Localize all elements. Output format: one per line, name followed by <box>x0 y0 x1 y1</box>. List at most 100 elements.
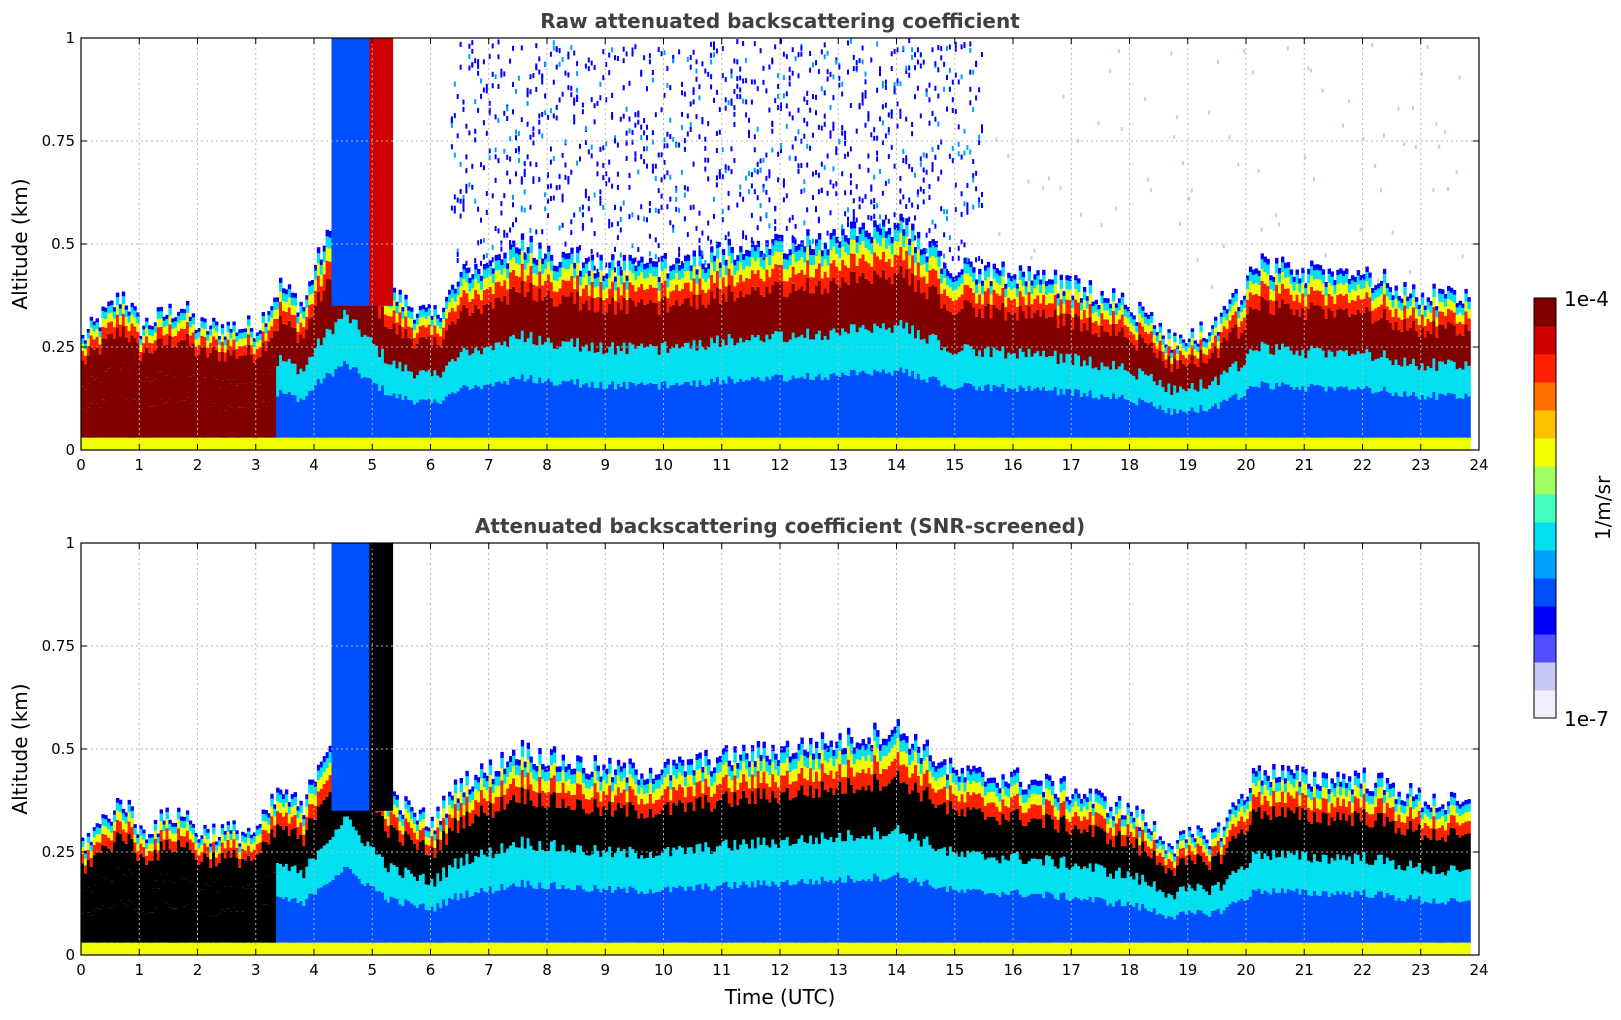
heatmap-cell <box>182 372 187 401</box>
noise-speckle <box>686 113 689 119</box>
heatmap-cell <box>503 341 507 381</box>
heatmap-cell <box>660 437 664 450</box>
heatmap-cell <box>319 345 324 384</box>
heatmap-cell <box>838 437 842 450</box>
heatmap-cell <box>526 379 530 438</box>
heatmap-cell <box>1240 333 1244 368</box>
heatmap-cell <box>1158 322 1162 327</box>
heatmap-cell <box>165 333 169 345</box>
heatmap-cell <box>194 333 198 340</box>
heatmap-cell <box>1015 358 1020 392</box>
noise-speckle <box>1307 66 1310 71</box>
noise-speckle <box>826 153 829 159</box>
heatmap-cell <box>832 437 836 450</box>
heatmap-cell <box>235 341 239 349</box>
noise-speckle <box>748 117 750 123</box>
heatmap-cell <box>191 437 196 450</box>
heatmap-cell <box>1350 313 1355 354</box>
heatmap-cell <box>433 325 437 337</box>
heatmap-cell <box>1167 329 1171 333</box>
heatmap-cell <box>823 437 828 450</box>
noise-speckle <box>669 85 672 91</box>
heatmap-cell <box>701 384 705 438</box>
heatmap-cell <box>1027 348 1031 386</box>
noise-speckle <box>908 216 911 222</box>
heatmap-cell <box>1298 283 1302 293</box>
noise-speckle <box>908 38 911 44</box>
noise-speckle <box>491 193 494 199</box>
heatmap-cell <box>683 298 688 343</box>
heatmap-cell <box>284 393 289 438</box>
heatmap-cell <box>1231 327 1235 364</box>
heatmap-cell <box>858 233 862 245</box>
heatmap-cell <box>657 290 662 302</box>
noise-speckle <box>570 92 573 98</box>
heatmap-cell <box>1330 276 1334 286</box>
noise-speckle <box>847 40 849 46</box>
heatmap-cell <box>1091 306 1095 314</box>
heatmap-cell <box>197 337 201 345</box>
heatmap-cell <box>657 389 662 438</box>
heatmap-cell <box>940 308 944 351</box>
heatmap-cell <box>1260 253 1264 260</box>
heatmap-cell <box>217 352 222 362</box>
noise-speckle <box>873 198 876 203</box>
heatmap-cell <box>127 401 131 438</box>
heatmap-cell <box>523 342 528 382</box>
heatmap-cell <box>587 270 592 277</box>
heatmap-cell <box>153 437 158 450</box>
heatmap-cell <box>1394 308 1398 322</box>
heatmap-cell <box>774 437 778 450</box>
heatmap-cell <box>459 352 463 388</box>
heatmap-cell <box>1138 334 1142 369</box>
noise-speckle <box>963 128 966 134</box>
noise-speckle <box>765 189 768 195</box>
heatmap-cell <box>1318 291 1323 306</box>
heatmap-cell <box>398 361 402 394</box>
noise-speckle <box>733 105 736 111</box>
heatmap-cell <box>1362 437 1366 450</box>
noise-speckle <box>911 122 914 127</box>
heatmap-cell <box>1368 277 1372 287</box>
noise-speckle <box>1438 144 1441 149</box>
noise-speckle <box>477 107 480 113</box>
heatmap-cell <box>1406 396 1410 438</box>
heatmap-cell <box>1132 319 1136 327</box>
noise-speckle <box>951 256 954 262</box>
noise-speckle <box>625 140 628 146</box>
heatmap-cell <box>727 245 731 256</box>
heatmap-cell <box>1356 295 1361 310</box>
noise-speckle <box>692 204 695 210</box>
noise-speckle <box>812 94 814 100</box>
heatmap-cell <box>287 307 292 321</box>
heatmap-cell <box>771 268 775 286</box>
heatmap-cell <box>465 293 469 308</box>
noise-speckle <box>765 152 768 158</box>
noise-speckle <box>713 45 715 50</box>
heatmap-cell <box>290 297 295 306</box>
heatmap-cell <box>145 346 149 378</box>
heatmap-cell <box>1088 285 1093 294</box>
heatmap-cell <box>1464 361 1468 394</box>
heatmap-cell <box>1333 356 1337 391</box>
heatmap-cell <box>599 254 603 261</box>
heatmap-cell <box>1432 358 1436 392</box>
heatmap-cell <box>576 291 580 339</box>
heatmap-cell <box>142 335 146 344</box>
heatmap-cell <box>512 240 516 247</box>
heatmap-cell <box>890 254 895 267</box>
heatmap-cell <box>838 258 842 271</box>
noise-speckle <box>867 153 870 159</box>
heatmap-cell <box>663 296 667 342</box>
noise-speckle <box>686 232 689 238</box>
heatmap-cell <box>267 437 271 450</box>
heatmap-cell <box>678 385 682 438</box>
heatmap-cell <box>800 257 804 270</box>
noise-speckle <box>934 85 937 91</box>
heatmap-cell <box>1301 386 1305 438</box>
noise-speckle <box>774 98 777 104</box>
heatmap-cell <box>1240 304 1244 313</box>
heatmap-cell <box>995 273 999 283</box>
heatmap-cell <box>1077 316 1081 356</box>
noise-speckle <box>718 107 721 113</box>
